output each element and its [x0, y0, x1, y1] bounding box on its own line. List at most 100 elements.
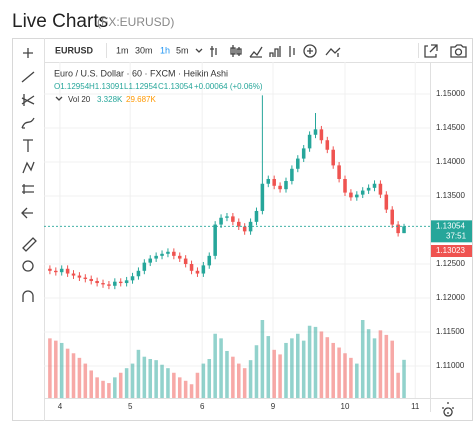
last-price-label: 1.13054: [436, 221, 465, 230]
volume-bar: [71, 353, 76, 398]
add-indicator[interactable]: [303, 44, 317, 58]
candle-body: [260, 183, 265, 211]
magnet-tool[interactable]: [22, 290, 34, 302]
text-tool[interactable]: [23, 139, 33, 152]
volume-bar: [48, 338, 52, 398]
candle-body: [160, 253, 164, 256]
x-tick-label: 9: [271, 402, 276, 411]
left-toolbar: [21, 48, 37, 302]
volume-bar: [59, 342, 64, 398]
candle-body: [166, 251, 170, 254]
fib-tool[interactable]: [21, 94, 35, 106]
legend-collapse[interactable]: [55, 96, 63, 101]
volume-bar: [296, 333, 300, 398]
volume-bar: [65, 348, 70, 398]
volume-bar: [343, 353, 347, 398]
area-style[interactable]: [249, 46, 263, 58]
candle-body: [48, 268, 52, 271]
volume-bar: [83, 363, 88, 398]
bid-price-box: [431, 245, 472, 257]
crosshair-tool[interactable]: [23, 48, 33, 58]
candle-body: [148, 258, 153, 263]
volume-bar: [148, 359, 153, 398]
volume-bar: [313, 326, 318, 398]
candle-body: [65, 268, 70, 274]
candle-body: [331, 149, 335, 166]
snapshot-button[interactable]: [450, 44, 467, 58]
toolbar-symbol[interactable]: EURUSD: [55, 45, 94, 55]
candle-body: [154, 255, 158, 259]
volume-bar: [183, 380, 188, 398]
back-tool[interactable]: [21, 207, 33, 219]
volume-bar: [307, 325, 312, 398]
candle-body: [107, 284, 111, 286]
volume-bar: [402, 359, 406, 398]
candle-body: [95, 281, 99, 284]
candle-body: [77, 275, 82, 278]
candle-body: [349, 192, 353, 198]
volume-bar: [284, 342, 288, 398]
y-tick-label: 1.13500: [436, 191, 465, 200]
volume-bar: [396, 372, 400, 398]
candle-body: [177, 255, 182, 259]
candle-body: [142, 262, 147, 271]
candle-body: [71, 273, 76, 276]
candle-body: [278, 185, 282, 190]
volume-bar: [160, 364, 164, 398]
candle-body: [130, 276, 135, 281]
popout-button[interactable]: [424, 44, 438, 58]
volume-legend-value: 3.328K: [97, 95, 123, 104]
volume-bar: [360, 320, 365, 398]
candle-body: [284, 181, 288, 190]
candle-body: [225, 216, 229, 218]
volume-bar: [272, 349, 276, 398]
candles-style[interactable]: [230, 45, 242, 57]
projection-tool[interactable]: [22, 184, 34, 194]
last-price-box: [431, 220, 472, 243]
interval-button[interactable]: 1h: [160, 45, 170, 55]
volume-bar: [172, 372, 176, 398]
candle-body: [237, 221, 241, 227]
x-tick-label: 11: [411, 402, 420, 411]
add-indicator-plus[interactable]: [307, 48, 313, 54]
candle-body: [124, 280, 129, 284]
interval-dropdown[interactable]: [195, 48, 203, 53]
compare[interactable]: [325, 47, 341, 57]
volume-bar: [142, 356, 147, 398]
volume-bar: [242, 368, 247, 398]
volume-bar: [248, 360, 253, 398]
volume-bar: [166, 368, 170, 398]
volume-bar: [337, 347, 341, 398]
zoom-tool[interactable]: [22, 260, 34, 272]
interval-button[interactable]: 30m: [135, 45, 153, 55]
settings-button[interactable]: [442, 402, 454, 417]
volume-bar: [225, 350, 229, 398]
legend-change: +0.00064 (+0.06%): [194, 82, 263, 91]
candle-body: [360, 190, 365, 195]
interval-button[interactable]: 5m: [176, 45, 189, 55]
trendline-tool[interactable]: [21, 71, 35, 83]
bars-style[interactable]: [210, 46, 217, 57]
candle-body: [248, 221, 253, 232]
volume-bar: [207, 359, 212, 398]
volume-bar: [366, 329, 371, 398]
volume-bar: [136, 349, 141, 398]
candle-body: [290, 168, 294, 182]
style-more[interactable]: [289, 46, 295, 57]
interval-button[interactable]: 1m: [116, 45, 129, 55]
candle-body: [172, 251, 176, 256]
candle-body: [101, 283, 105, 285]
volume-bar: [325, 337, 330, 398]
candle-body: [390, 209, 394, 225]
columns-style[interactable]: [269, 46, 281, 57]
candle-body: [213, 224, 217, 256]
volume-bar: [219, 338, 223, 398]
pattern-tool[interactable]: [22, 161, 35, 174]
top-toolbar: EURUSD 1m 30m 1h 5m: [55, 43, 467, 58]
brush-tool[interactable]: [21, 117, 35, 129]
measure-tool[interactable]: [22, 237, 37, 252]
candle-body: [242, 226, 247, 232]
candle-body: [118, 281, 123, 284]
